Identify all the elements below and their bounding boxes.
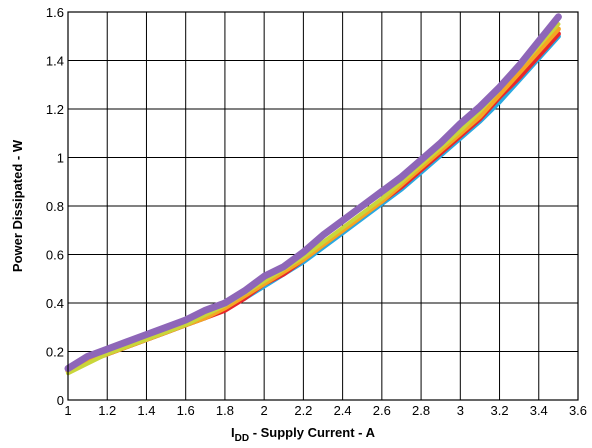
- series-line-5: [64, 13, 562, 372]
- x-tick-label: 2.6: [373, 403, 391, 418]
- y-tick-label: 0: [57, 393, 64, 408]
- x-tick-label: 3.4: [530, 403, 548, 418]
- y-tick-label: 1.6: [46, 5, 64, 20]
- data-series: [64, 13, 562, 376]
- y-tick-label: 0.4: [46, 296, 64, 311]
- x-axis-title-main: I: [231, 425, 235, 440]
- x-axis-title-subscript: DD: [235, 433, 249, 444]
- x-tick-label: 1.2: [98, 403, 116, 418]
- x-tick-label: 1.6: [177, 403, 195, 418]
- x-tick-label: 3: [457, 403, 464, 418]
- series-line-4: [66, 22, 561, 376]
- x-tick-label: 2.4: [334, 403, 352, 418]
- y-tick-label: 0.8: [46, 199, 64, 214]
- y-tick-label: 1.2: [46, 102, 64, 117]
- y-axis-ticks: 0 0.2 0.4 0.6 0.8 1 1.2 1.4 1.6: [46, 5, 64, 408]
- x-tick-label: 2.8: [412, 403, 430, 418]
- y-tick-label: 0.6: [46, 248, 64, 263]
- y-axis-title: Power Dissipated - W: [10, 139, 25, 272]
- x-axis-title-rest: - Supply Current - A: [249, 425, 376, 440]
- x-tick-label: 2.2: [294, 403, 312, 418]
- x-tick-label: 2: [261, 403, 268, 418]
- x-tick-label: 3.6: [569, 403, 587, 418]
- y-tick-label: 1: [57, 151, 64, 166]
- y-tick-label: 1.4: [46, 54, 64, 69]
- x-tick-label: 3.2: [490, 403, 508, 418]
- x-tick-label: 1.4: [137, 403, 155, 418]
- x-axis-title: IDD - Supply Current - A: [231, 425, 376, 444]
- x-tick-label: 1.8: [216, 403, 234, 418]
- x-tick-label: 1: [64, 403, 71, 418]
- plot-frame: [67, 11, 579, 401]
- y-tick-label: 0.2: [46, 345, 64, 360]
- x-axis-ticks: 1 1.2 1.4 1.6 1.8 2 2.2 2.4 2.6 2.8 3 3.2 3.4 3.6: [64, 403, 587, 418]
